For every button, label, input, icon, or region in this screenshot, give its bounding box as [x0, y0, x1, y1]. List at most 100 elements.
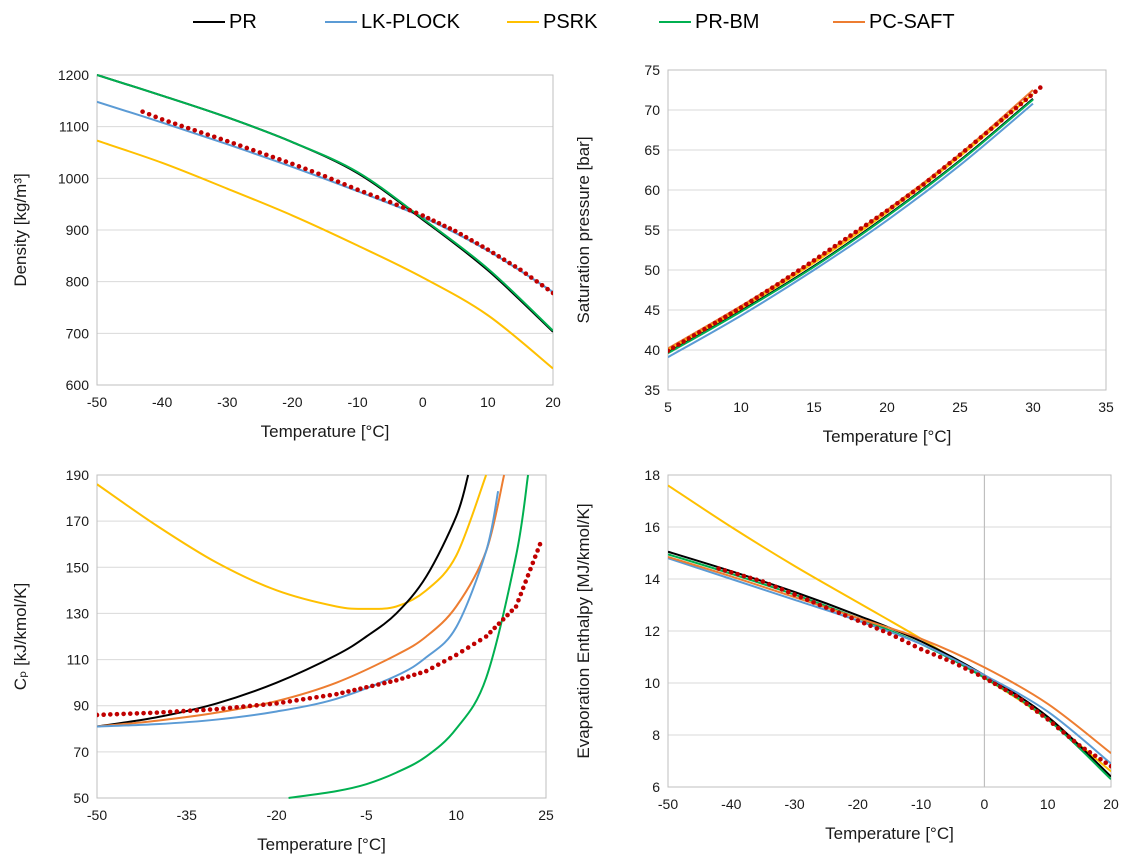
experimental-point	[1003, 113, 1009, 119]
legend-label-pr-bm: PR-BM	[695, 10, 760, 33]
experimental-point	[1034, 709, 1040, 714]
experimental-point	[741, 573, 747, 579]
experimental-point	[760, 579, 766, 584]
experimental-point	[520, 585, 526, 591]
experimental-point	[842, 613, 848, 618]
y-tick-label: 50	[644, 262, 660, 278]
experimental-point	[463, 234, 469, 240]
experimental-point	[1061, 730, 1066, 735]
experimental-point	[406, 674, 411, 679]
y-tick-label: 45	[644, 302, 660, 318]
legend-item-psrk: PSRK	[507, 8, 597, 36]
experimental-point	[469, 238, 474, 243]
experimental-point	[926, 177, 932, 183]
series-line-lk-plock	[97, 490, 500, 728]
experimental-point	[488, 629, 493, 635]
experimental-point	[676, 342, 681, 347]
experimental-point	[978, 135, 984, 140]
experimental-point	[342, 182, 347, 187]
experimental-point	[474, 241, 480, 246]
experimental-point	[525, 573, 531, 578]
experimental-point	[944, 657, 949, 662]
experimental-point	[743, 301, 749, 307]
experimental-point	[496, 254, 502, 259]
experimental-point	[811, 258, 817, 263]
experimental-point	[425, 215, 431, 221]
experimental-point	[458, 231, 464, 237]
experimental-point	[452, 228, 458, 234]
experimental-point	[983, 130, 989, 136]
experimental-point	[952, 156, 958, 162]
x-axis-title: Temperature [°C]	[257, 835, 386, 854]
experimental-point	[327, 692, 333, 698]
experimental-point	[1071, 738, 1077, 744]
experimental-point	[550, 290, 553, 296]
y-tick-label: 90	[73, 698, 89, 714]
experimental-point	[505, 612, 510, 618]
experimental-point	[798, 594, 804, 600]
experimental-point	[861, 620, 867, 626]
experimental-point	[723, 314, 728, 320]
experimental-point	[528, 566, 533, 572]
legend-swatch-pr	[193, 21, 225, 23]
experimental-point	[244, 145, 250, 151]
experimental-point	[509, 608, 515, 614]
experimental-point	[1033, 89, 1038, 94]
x-tick-label: -10	[347, 394, 367, 410]
experimental-point	[950, 659, 956, 665]
experimental-point	[931, 652, 937, 657]
experimental-point	[528, 275, 534, 280]
experimental-point	[1082, 746, 1087, 752]
experimental-point	[431, 218, 436, 223]
experimental-point	[174, 709, 180, 714]
x-tick-label: 10	[480, 394, 496, 410]
experimental-point	[999, 118, 1004, 123]
x-tick-label: 25	[538, 807, 554, 823]
experimental-point	[982, 675, 987, 681]
experimental-point	[968, 143, 973, 149]
x-tick-label: -30	[784, 796, 804, 812]
experimental-point	[218, 136, 224, 142]
x-tick-label: -10	[911, 796, 931, 812]
legend-label-pr: PR	[229, 10, 257, 33]
y-axis-title: Density [kg/m³]	[11, 173, 30, 286]
experimental-point	[1019, 697, 1024, 703]
y-tick-label: 6	[652, 779, 660, 795]
experimental-point	[114, 711, 120, 717]
experimental-point	[108, 712, 113, 717]
experimental-point	[260, 702, 266, 707]
experimental-point	[277, 157, 282, 162]
experimental-point	[717, 317, 723, 323]
experimental-point	[400, 676, 405, 681]
x-tick-label: -20	[266, 807, 286, 823]
experimental-point	[198, 130, 204, 135]
experimental-point	[801, 264, 806, 270]
x-tick-label: -40	[152, 394, 172, 410]
experimental-point	[316, 171, 321, 177]
experimental-point	[766, 581, 772, 587]
experimental-point	[769, 285, 775, 291]
x-tick-label: 10	[448, 807, 464, 823]
legend-swatch-psrk	[507, 21, 539, 23]
experimental-point	[1055, 725, 1061, 731]
experimental-point	[848, 233, 853, 238]
experimental-point	[994, 122, 999, 127]
experimental-point	[388, 679, 393, 685]
experimental-point	[816, 254, 822, 260]
experimental-point	[1024, 701, 1029, 707]
experimental-point	[492, 625, 497, 631]
experimental-point	[214, 706, 220, 712]
experimental-point	[880, 628, 886, 634]
experimental-point	[532, 554, 538, 559]
experimental-point	[780, 278, 786, 284]
legend-item-pr-bm: PR-BM	[659, 8, 759, 36]
experimental-point	[154, 710, 160, 715]
experimental-point	[1029, 705, 1035, 710]
y-tick-label: 70	[73, 744, 89, 760]
experimental-point	[146, 111, 152, 117]
experimental-point	[842, 236, 848, 242]
experimental-point	[192, 127, 198, 133]
experimental-point	[234, 704, 239, 710]
y-tick-label: 600	[66, 377, 90, 393]
experimental-point	[254, 703, 259, 708]
